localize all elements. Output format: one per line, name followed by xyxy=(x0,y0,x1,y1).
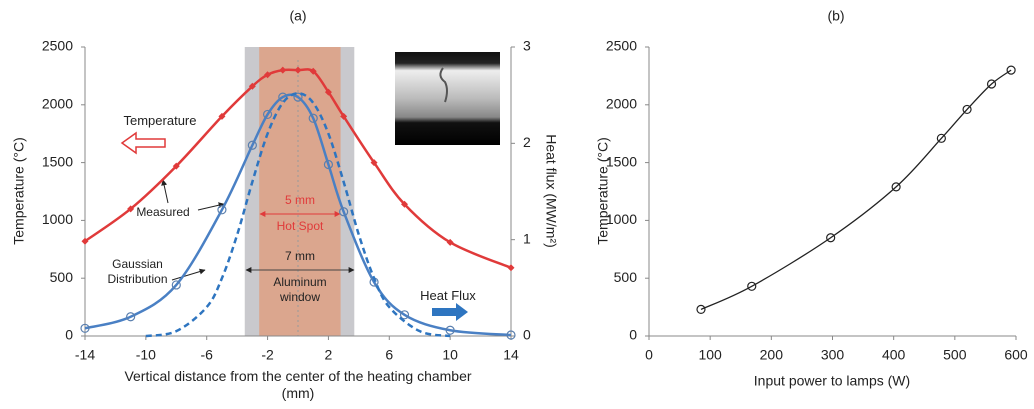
marker xyxy=(126,312,136,322)
x-tick-label: 2 xyxy=(325,347,333,363)
x-tick-label: -10 xyxy=(136,347,156,363)
y2-tick-label: 3 xyxy=(523,38,531,54)
inset-photo xyxy=(395,52,500,145)
series-line xyxy=(145,91,451,338)
marker xyxy=(340,112,348,120)
x-tick-label: 600 xyxy=(1004,347,1028,363)
chart-title: (b) xyxy=(827,8,844,24)
x-tick-label: -14 xyxy=(75,347,95,363)
annotation: Gaussian Distribution xyxy=(107,257,168,286)
shaded-region xyxy=(259,47,341,336)
x-tick-label: 6 xyxy=(385,347,393,363)
marker xyxy=(262,109,273,120)
annotation: Heat Flux xyxy=(420,288,476,303)
y2-tick-label: 2 xyxy=(523,134,531,150)
marker xyxy=(399,310,410,320)
y-tick-label: 2500 xyxy=(42,38,73,54)
heat-flux-arrow xyxy=(432,303,468,321)
x-tick-label: -6 xyxy=(200,347,213,363)
y2-axis-title: Heat flux (MW/m²) xyxy=(543,134,559,248)
y-axis-title: Temperature (°C) xyxy=(11,137,27,245)
y-tick-label: 1500 xyxy=(42,153,73,169)
y-tick-label: 500 xyxy=(50,269,74,285)
inset-wire xyxy=(439,67,448,103)
x-axis-title: Input power to lamps (W) xyxy=(754,373,910,389)
marker xyxy=(446,238,454,246)
x-tick-label: 0 xyxy=(645,347,653,363)
annotation: Temperature xyxy=(123,113,197,128)
x-tick-label: 300 xyxy=(821,347,845,363)
marker xyxy=(696,304,706,315)
marker xyxy=(445,325,455,335)
measured-arrow xyxy=(161,179,169,204)
marker xyxy=(747,281,757,291)
y2-tick-label: 1 xyxy=(523,230,531,246)
annotation: Measured xyxy=(136,205,190,219)
marker xyxy=(986,79,997,89)
marker xyxy=(370,159,378,167)
series-line xyxy=(700,69,1012,311)
marker xyxy=(324,88,332,96)
y-tick-label: 500 xyxy=(614,269,638,285)
marker xyxy=(172,162,180,170)
y-tick-label: 1000 xyxy=(42,211,73,227)
x-tick-label: 14 xyxy=(503,347,519,363)
marker xyxy=(506,330,516,340)
marker xyxy=(218,112,226,120)
marker xyxy=(279,66,287,74)
marker xyxy=(309,67,317,75)
x-tick-label: 400 xyxy=(882,347,906,363)
chart-title: (a) xyxy=(289,8,306,24)
marker xyxy=(127,205,135,213)
x-tick-label: 200 xyxy=(760,347,784,363)
marker xyxy=(248,82,256,90)
marker xyxy=(217,205,227,215)
y2-tick-label: 0 xyxy=(523,327,531,343)
x-tick-label: -2 xyxy=(261,347,274,363)
y-tick-label: 2500 xyxy=(606,38,637,54)
y-tick-label: 0 xyxy=(65,327,73,343)
marker xyxy=(293,92,303,102)
marker xyxy=(401,200,408,208)
marker xyxy=(171,280,181,290)
gaussian-arrow xyxy=(171,268,206,281)
y-tick-label: 1000 xyxy=(606,211,637,227)
x-tick-label: 500 xyxy=(943,347,967,363)
marker xyxy=(264,71,272,79)
marker xyxy=(1006,65,1016,75)
y-tick-label: 2000 xyxy=(606,96,637,112)
marker xyxy=(962,104,972,115)
marker xyxy=(339,207,349,217)
marker xyxy=(826,233,836,243)
y-tick-label: 2000 xyxy=(42,96,73,112)
y-tick-label: 0 xyxy=(629,327,637,343)
marker xyxy=(507,264,515,272)
marker xyxy=(308,113,318,123)
annotation: Hot Spot xyxy=(276,219,324,233)
annotation: Aluminum window xyxy=(273,275,327,304)
marker xyxy=(323,159,334,170)
x-axis-title: Vertical distance from the center of the… xyxy=(124,368,472,401)
y-tick-label: 1500 xyxy=(606,153,637,169)
marker xyxy=(936,133,946,143)
x-tick-label: 100 xyxy=(698,347,722,363)
y-axis-title: Temperature (°C) xyxy=(595,137,611,245)
marker xyxy=(891,182,901,192)
marker xyxy=(81,237,89,245)
annotation: 5 mm xyxy=(285,193,315,207)
annotation: 7 mm xyxy=(285,249,315,263)
marker xyxy=(80,323,90,333)
temperature-arrow xyxy=(120,131,166,155)
measured-arrow xyxy=(197,202,225,211)
x-tick-label: 10 xyxy=(442,347,458,363)
marker xyxy=(294,66,302,74)
marker xyxy=(247,140,257,150)
series-line xyxy=(84,93,512,337)
